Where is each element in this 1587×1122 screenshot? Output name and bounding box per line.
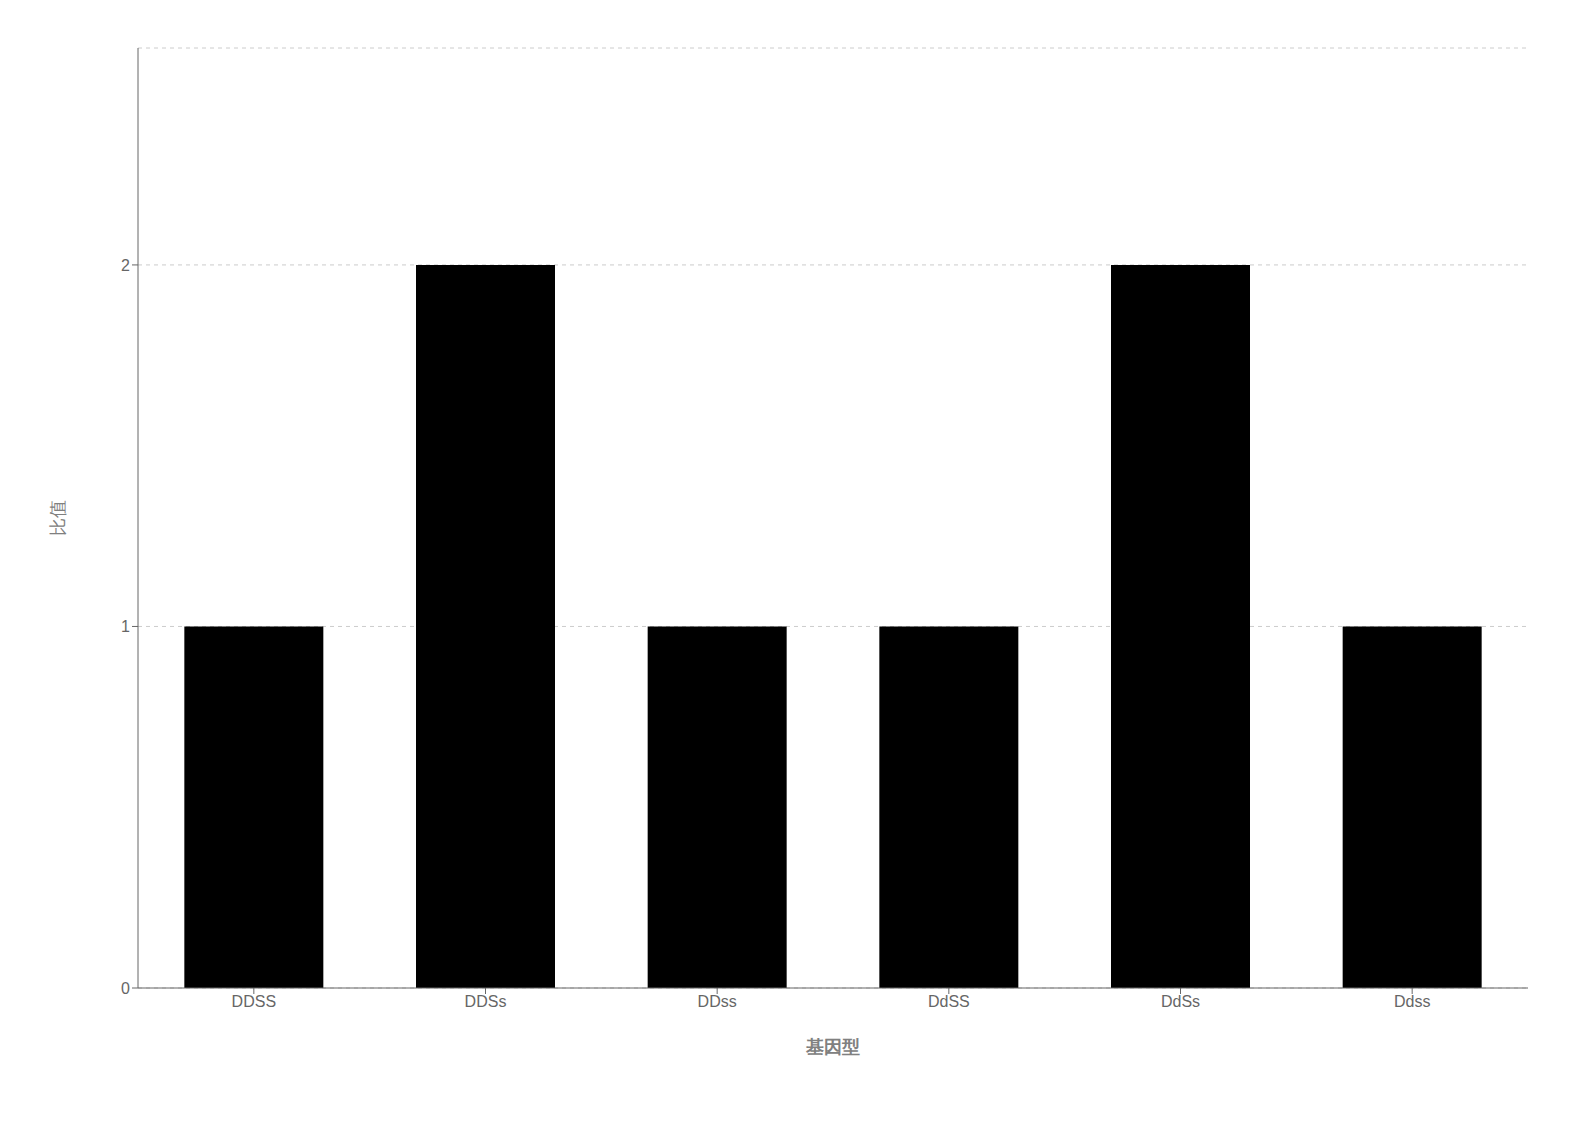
svg-text:0: 0	[121, 980, 130, 997]
svg-text:2: 2	[121, 257, 130, 274]
svg-text:比值: 比值	[48, 500, 68, 536]
svg-text:DDSS: DDSS	[232, 993, 276, 1010]
svg-text:DdSS: DdSS	[928, 993, 970, 1010]
svg-text:DDss: DDss	[698, 993, 737, 1010]
svg-text:DdSs: DdSs	[1161, 993, 1200, 1010]
svg-text:基因型: 基因型	[805, 1037, 860, 1057]
svg-text:DDSs: DDSs	[465, 993, 507, 1010]
svg-text:Ddss: Ddss	[1394, 993, 1430, 1010]
svg-text:1: 1	[121, 618, 130, 635]
